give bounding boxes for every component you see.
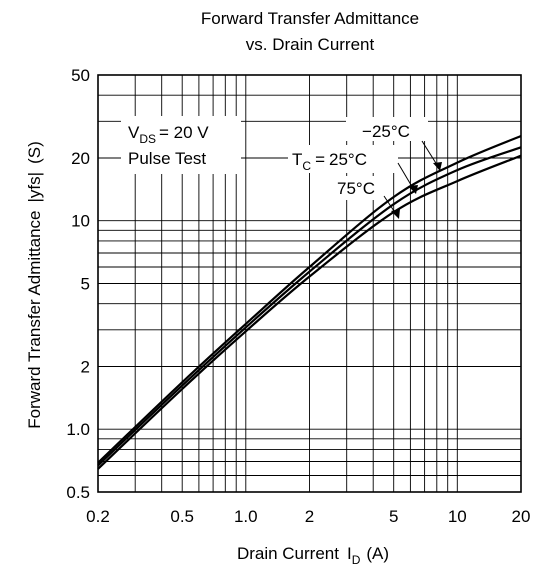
tc-label: TC = 25°C bbox=[292, 150, 367, 173]
series-line-1 bbox=[97, 146, 522, 467]
x-tick-label: 10 bbox=[448, 507, 467, 526]
arrow-75 bbox=[391, 209, 400, 219]
tc-subscript: C bbox=[302, 159, 311, 173]
conditions-pulse: Pulse Test bbox=[128, 149, 206, 168]
series-line-0 bbox=[97, 134, 522, 464]
x-axis-subscript: D bbox=[352, 553, 361, 567]
tc-symbol: T bbox=[292, 150, 302, 169]
series-line-2 bbox=[97, 154, 522, 470]
x-tick-label: 5 bbox=[389, 507, 398, 526]
leader-lines bbox=[383, 140, 442, 219]
x-axis-symbol: I bbox=[347, 544, 352, 563]
y-axis-label-text: Forward Transfer Admittance bbox=[25, 210, 44, 428]
vds-subscript: DS bbox=[139, 132, 156, 146]
chart-title-line2: vs. Drain Current bbox=[246, 35, 375, 54]
y-tick-label: 2 bbox=[81, 358, 90, 377]
y-tick-label: 10 bbox=[71, 212, 90, 231]
series-label-m25: −25°C bbox=[362, 122, 410, 141]
x-axis-label: Drain Current ID (A) bbox=[237, 544, 389, 567]
y-tick-label: 20 bbox=[71, 149, 90, 168]
leader-25 bbox=[397, 162, 415, 191]
conditions-vds: VDS = 20 V bbox=[128, 123, 209, 146]
y-axis-symbol: |yfs| bbox=[25, 172, 44, 203]
tc-equals: = bbox=[315, 150, 325, 169]
y-tick-label: 5 bbox=[81, 275, 90, 294]
conditions-box bbox=[121, 116, 241, 174]
tick-labels: 0.2 0.5 1.0 2 5 10 20 0.5 1.0 2 5 10 20 50 bbox=[66, 66, 530, 526]
x-tick-label: 0.2 bbox=[86, 507, 110, 526]
x-tick-label: 1.0 bbox=[234, 507, 258, 526]
tc-box-m25-bg bbox=[346, 117, 428, 141]
y-tick-label: 0.5 bbox=[66, 483, 90, 502]
x-axis-unit: (A) bbox=[366, 544, 389, 563]
y-tick-label: 50 bbox=[71, 66, 90, 85]
chart-title-line1: Forward Transfer Admittance bbox=[201, 9, 419, 28]
x-axis-label-text: Drain Current bbox=[237, 544, 339, 563]
curves bbox=[97, 134, 522, 470]
tc-box-25-bg bbox=[288, 145, 398, 173]
y-tick-label: 1.0 bbox=[66, 420, 90, 439]
x-tick-label: 2 bbox=[305, 507, 314, 526]
arrow-m25 bbox=[433, 162, 442, 171]
tc-box-75 bbox=[326, 176, 386, 200]
plot-frame bbox=[97, 74, 522, 493]
y-axis-unit: (S) bbox=[25, 141, 44, 164]
series-label-25: 25°C bbox=[329, 150, 367, 169]
vds-symbol: V bbox=[128, 123, 140, 142]
x-tick-label: 20 bbox=[512, 507, 531, 526]
vds-value: = 20 V bbox=[159, 123, 209, 142]
x-tick-label: 0.5 bbox=[170, 507, 194, 526]
series-label-75: 75°C bbox=[337, 179, 375, 198]
arrow-25 bbox=[408, 185, 418, 194]
y-axis-label: Forward Transfer Admittance |yfs| (S) bbox=[25, 141, 44, 429]
